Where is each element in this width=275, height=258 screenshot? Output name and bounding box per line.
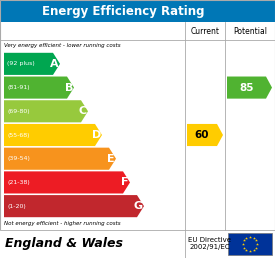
Text: A: A [50, 59, 59, 69]
Bar [0, 230, 275, 258]
Text: (1-20): (1-20) [7, 204, 26, 209]
Polygon shape [4, 171, 130, 194]
Text: D: D [92, 130, 101, 140]
Text: England & Wales: England & Wales [5, 238, 123, 251]
Text: F: F [122, 178, 129, 187]
Bar [228, 233, 272, 255]
Polygon shape [4, 195, 144, 217]
Text: C: C [79, 106, 87, 116]
Text: Current: Current [191, 27, 219, 36]
Polygon shape [4, 100, 88, 122]
Text: 85: 85 [239, 83, 254, 93]
Text: (69-80): (69-80) [7, 109, 30, 114]
Text: (39-54): (39-54) [7, 156, 30, 161]
Text: E: E [107, 154, 115, 164]
Polygon shape [227, 77, 272, 99]
Text: Potential: Potential [233, 27, 267, 36]
Text: (21-38): (21-38) [7, 180, 30, 185]
Polygon shape [187, 124, 223, 146]
Text: 60: 60 [195, 130, 209, 140]
Text: Very energy efficient - lower running costs: Very energy efficient - lower running co… [4, 43, 121, 47]
Text: Energy Efficiency Rating: Energy Efficiency Rating [43, 4, 205, 18]
Text: (92 plus): (92 plus) [7, 61, 35, 66]
Text: EU Directive
2002/91/EC: EU Directive 2002/91/EC [188, 238, 232, 251]
Polygon shape [4, 53, 60, 75]
Text: (55-68): (55-68) [7, 133, 29, 138]
Polygon shape [4, 77, 74, 99]
Bar [0, 0, 275, 22]
Text: B: B [65, 83, 73, 93]
Polygon shape [4, 148, 116, 170]
Text: Not energy efficient - higher running costs: Not energy efficient - higher running co… [4, 222, 121, 227]
Text: G: G [134, 201, 143, 211]
Text: (81-91): (81-91) [7, 85, 30, 90]
Polygon shape [4, 124, 102, 146]
